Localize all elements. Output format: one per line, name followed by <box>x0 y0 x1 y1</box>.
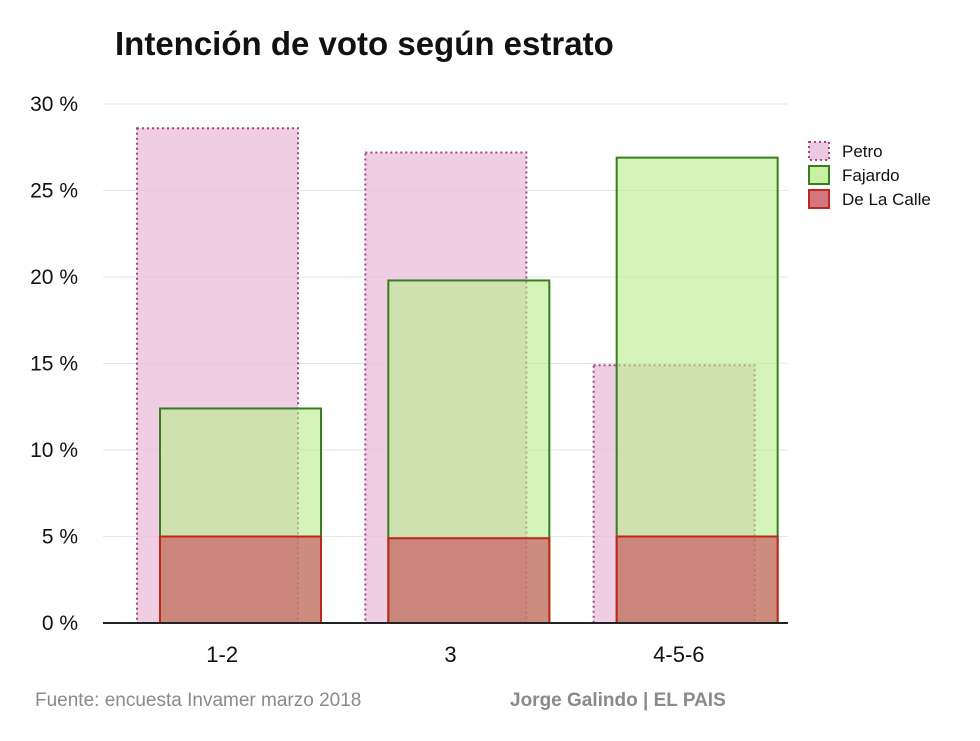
bars <box>136 127 779 625</box>
legend-swatch-de-la-calle <box>808 189 830 209</box>
author-credit: Jorge Galindo | EL PAIS <box>510 690 726 711</box>
y-tick-label: 30 % <box>30 93 78 116</box>
bar-de-la-calle-1-2 <box>159 535 322 624</box>
source-note: Fuente: encuesta Invamer marzo 2018 <box>35 690 361 711</box>
legend-swatch-petro <box>808 141 830 161</box>
legend-label: De La Calle <box>842 190 931 209</box>
y-tick-label: 0 % <box>42 612 78 635</box>
y-tick-label: 20 % <box>30 266 78 289</box>
legend-label: Fajardo <box>842 166 900 185</box>
x-category-label: 3 <box>444 642 456 667</box>
y-axis-tick-labels: 0 % 5 % 10 % 15 % 20 % 25 % 30 % <box>30 93 78 635</box>
bar-de-la-calle-3 <box>387 537 551 624</box>
y-tick-label: 10 % <box>30 439 78 462</box>
legend-label: Petro <box>842 142 883 161</box>
legend: Petro Fajardo De La Calle <box>808 141 931 209</box>
x-category-label: 1-2 <box>206 642 238 667</box>
x-axis-category-labels: 1-2 3 4-5-6 <box>206 642 704 667</box>
x-category-label: 4-5-6 <box>653 642 704 667</box>
y-tick-label: 25 % <box>30 180 78 203</box>
y-tick-label: 15 % <box>30 353 78 376</box>
chart-title: Intención de voto según estrato <box>115 25 614 62</box>
bar-de-la-calle-4-5-6 <box>615 535 779 624</box>
legend-swatch-fajardo <box>808 165 830 185</box>
y-tick-label: 5 % <box>42 526 78 549</box>
